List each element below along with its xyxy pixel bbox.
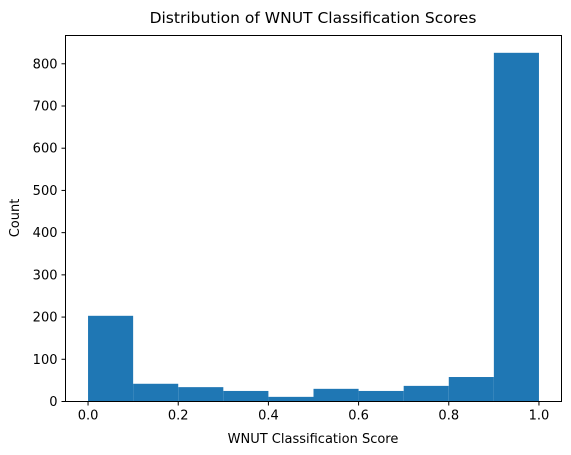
x-axis-label: WNUT Classification Score [228, 432, 399, 447]
histogram-bar [493, 52, 539, 402]
x-axis-ticks: 0.0 0.2 0.4 0.6 0.8 1.0 [78, 401, 550, 424]
y-axis-ticks: 0 100 200 300 400 500 600 700 800 [33, 57, 66, 410]
histogram-bar [223, 390, 269, 402]
x-tick-label: 0.4 [258, 409, 279, 424]
histogram-bar [268, 396, 314, 402]
plot-frame [65, 35, 562, 402]
y-tick-label: 300 [33, 268, 58, 283]
histogram-bar [313, 388, 359, 402]
y-tick-label: 400 [33, 226, 58, 241]
bars-group [88, 52, 539, 402]
y-tick-label: 100 [33, 353, 58, 368]
chart-title: Distribution of WNUT Classification Scor… [150, 9, 477, 27]
histogram-bar [448, 377, 494, 402]
histogram-bar [178, 387, 224, 402]
histogram-bar [403, 385, 449, 402]
y-tick-label: 500 [33, 184, 58, 199]
x-tick-label: 0.0 [78, 409, 99, 424]
y-tick-label: 800 [33, 57, 58, 72]
histogram-bar [358, 390, 404, 402]
histogram-bar [88, 315, 134, 402]
x-tick-label: 0.8 [438, 409, 459, 424]
x-tick-label: 0.2 [168, 409, 189, 424]
histogram-bar [133, 383, 179, 402]
y-axis-label: Count [8, 199, 23, 238]
x-tick-label: 0.6 [348, 409, 369, 424]
y-tick-label: 0 [49, 395, 57, 410]
y-tick-label: 600 [33, 142, 58, 157]
y-tick-label: 200 [33, 311, 58, 326]
y-tick-label: 700 [33, 99, 58, 114]
x-tick-label: 1.0 [529, 409, 550, 424]
